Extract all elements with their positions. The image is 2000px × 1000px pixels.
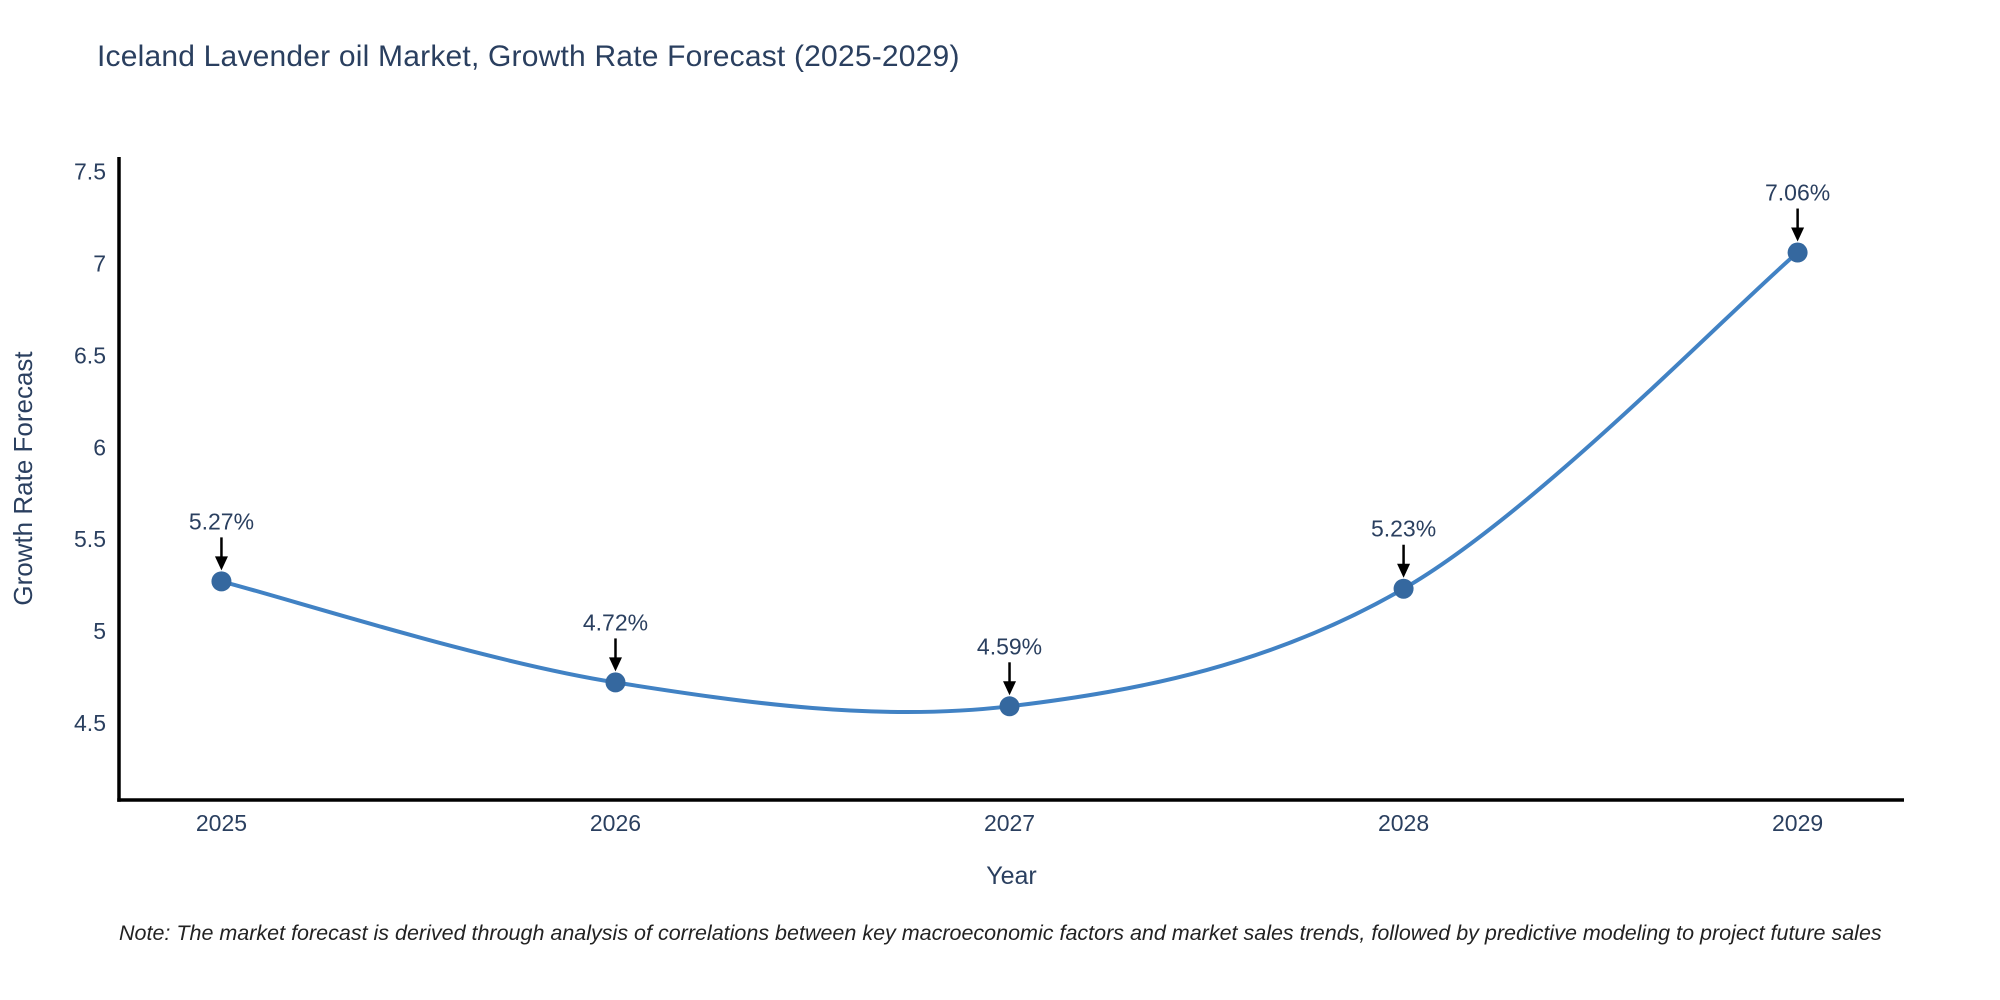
- x-tick-label: 2028: [1378, 810, 1429, 836]
- annotation-arrowhead: [1003, 681, 1017, 696]
- footnote: Note: The market forecast is derived thr…: [119, 921, 1882, 945]
- annotation-arrowhead: [608, 657, 622, 672]
- y-tick-label: 7.5: [74, 159, 106, 185]
- x-tick-label: 2025: [196, 810, 247, 836]
- x-tick-label: 2027: [984, 810, 1035, 836]
- annotation-arrowhead: [1791, 227, 1805, 242]
- chart-title: Iceland Lavender oil Market, Growth Rate…: [97, 40, 960, 73]
- y-tick-label: 4.5: [74, 710, 106, 736]
- data-point-marker[interactable]: [605, 672, 626, 693]
- data-point-marker[interactable]: [1393, 578, 1414, 599]
- y-tick-label: 5: [93, 618, 106, 644]
- y-axis-title: Growth Rate Forecast: [8, 351, 38, 606]
- annotation-arrowhead: [214, 556, 228, 571]
- y-tick-label: 6: [93, 434, 106, 460]
- annotation-label: 5.23%: [1371, 516, 1436, 542]
- annotation-label: 4.59%: [977, 633, 1042, 659]
- x-axis-title: Year: [986, 862, 1037, 890]
- data-point-marker[interactable]: [211, 571, 232, 592]
- annotation-label: 5.27%: [189, 508, 254, 534]
- y-tick-label: 5.5: [74, 526, 106, 552]
- data-point-marker[interactable]: [1787, 242, 1808, 263]
- annotation-label: 4.72%: [583, 609, 648, 635]
- x-tick-label: 2026: [590, 810, 641, 836]
- y-tick-label: 7: [93, 251, 106, 277]
- annotation-arrowhead: [1397, 563, 1411, 578]
- data-point-marker[interactable]: [999, 696, 1020, 717]
- y-tick-label: 6.5: [74, 342, 106, 368]
- annotation-label: 7.06%: [1765, 180, 1830, 206]
- x-tick-label: 2029: [1772, 810, 1823, 836]
